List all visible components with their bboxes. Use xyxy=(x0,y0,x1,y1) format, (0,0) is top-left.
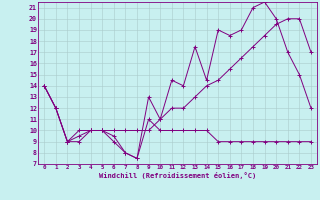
X-axis label: Windchill (Refroidissement éolien,°C): Windchill (Refroidissement éolien,°C) xyxy=(99,172,256,179)
